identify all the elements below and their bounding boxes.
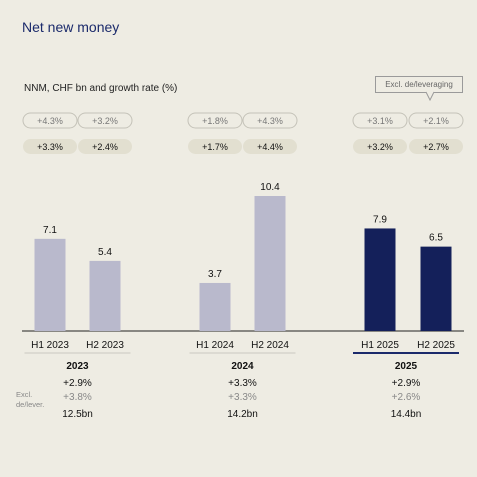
year-total: 14.2bn	[227, 409, 258, 420]
growth-pill	[409, 139, 463, 154]
growth-excl-pill	[352, 112, 408, 129]
bar-h1-2024	[199, 282, 231, 331]
bar-value-label: 5.4	[98, 247, 112, 258]
growth-excl-pill	[408, 112, 464, 129]
growth-excl-pill	[22, 112, 78, 129]
growth-excl-pill	[187, 112, 243, 129]
year-growth: +2.9%	[392, 378, 421, 389]
excl-row-label-2: de/lever.	[16, 400, 44, 409]
growth-excl-label: +2.1%	[423, 116, 449, 126]
growth-excl-label: +1.8%	[202, 116, 228, 126]
growth-pill	[78, 139, 132, 154]
growth-excl-label: +3.2%	[92, 116, 118, 126]
growth-pill	[23, 139, 77, 154]
year-label: 2025	[395, 361, 418, 372]
bar-value-label: 7.9	[373, 214, 387, 225]
growth-pill	[188, 139, 242, 154]
bar-value-label: 10.4	[260, 182, 280, 193]
bar-h1-2025	[364, 228, 396, 331]
bar-value-label: 3.7	[208, 269, 222, 280]
growth-label: +3.2%	[367, 142, 393, 152]
year-total: 14.4bn	[391, 409, 422, 420]
growth-pill	[243, 139, 297, 154]
bar-value-label: 6.5	[429, 233, 443, 244]
x-tick-label: H1 2025	[361, 340, 399, 351]
chart-title: Net new money	[22, 19, 120, 35]
year-growth-excl: +2.6%	[392, 392, 421, 403]
year-growth-excl: +3.8%	[63, 392, 92, 403]
year-growth: +2.9%	[63, 378, 92, 389]
x-tick-label: H2 2023	[86, 340, 124, 351]
growth-label: +2.4%	[92, 142, 118, 152]
year-label: 2024	[231, 361, 254, 372]
growth-label: +1.7%	[202, 142, 228, 152]
year-growth-excl: +3.3%	[228, 392, 257, 403]
chart-subtitle: NNM, CHF bn and growth rate (%)	[24, 83, 178, 94]
year-growth: +3.3%	[228, 378, 257, 389]
growth-label: +4.4%	[257, 142, 283, 152]
growth-excl-label: +3.1%	[367, 116, 393, 126]
bar-h2-2024	[254, 196, 286, 331]
bar-h1-2023	[34, 238, 66, 331]
year-label: 2023	[66, 361, 89, 372]
bar-h2-2023	[89, 260, 121, 331]
year-total: 12.5bn	[62, 409, 93, 420]
excl-row-label-1: Excl.	[16, 390, 32, 399]
growth-pill	[353, 139, 407, 154]
callout-tail	[425, 91, 435, 102]
bar-h2-2025	[420, 246, 452, 331]
excl-deleveraging-callout: Excl. de/leveraging	[375, 76, 463, 93]
x-tick-label: H1 2023	[31, 340, 69, 351]
growth-excl-label: +4.3%	[257, 116, 283, 126]
bar-value-label: 7.1	[43, 225, 57, 236]
growth-excl-label: +4.3%	[37, 116, 63, 126]
x-tick-label: H1 2024	[196, 340, 234, 351]
growth-excl-pill	[77, 112, 133, 129]
growth-label: +2.7%	[423, 142, 449, 152]
growth-excl-pill	[242, 112, 298, 129]
x-tick-label: H2 2025	[417, 340, 455, 351]
x-tick-label: H2 2024	[251, 340, 289, 351]
growth-label: +3.3%	[37, 142, 63, 152]
